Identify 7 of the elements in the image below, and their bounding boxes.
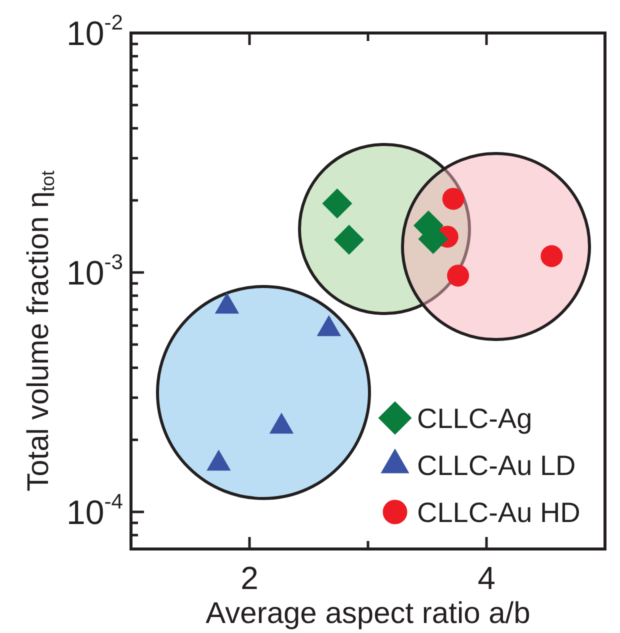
x-tick-label: 2: [240, 560, 258, 596]
legend-label: CLLC-Au HD: [417, 497, 580, 528]
y-axis-title: Total volume fraction ηtot: [22, 170, 58, 492]
x-tick-label: 4: [478, 560, 496, 596]
legend-label: CLLC-Ag: [417, 403, 532, 434]
legend-label: CLLC-Au LD: [417, 450, 576, 481]
x-axis-title: Average aspect ratio a/b: [206, 597, 530, 630]
